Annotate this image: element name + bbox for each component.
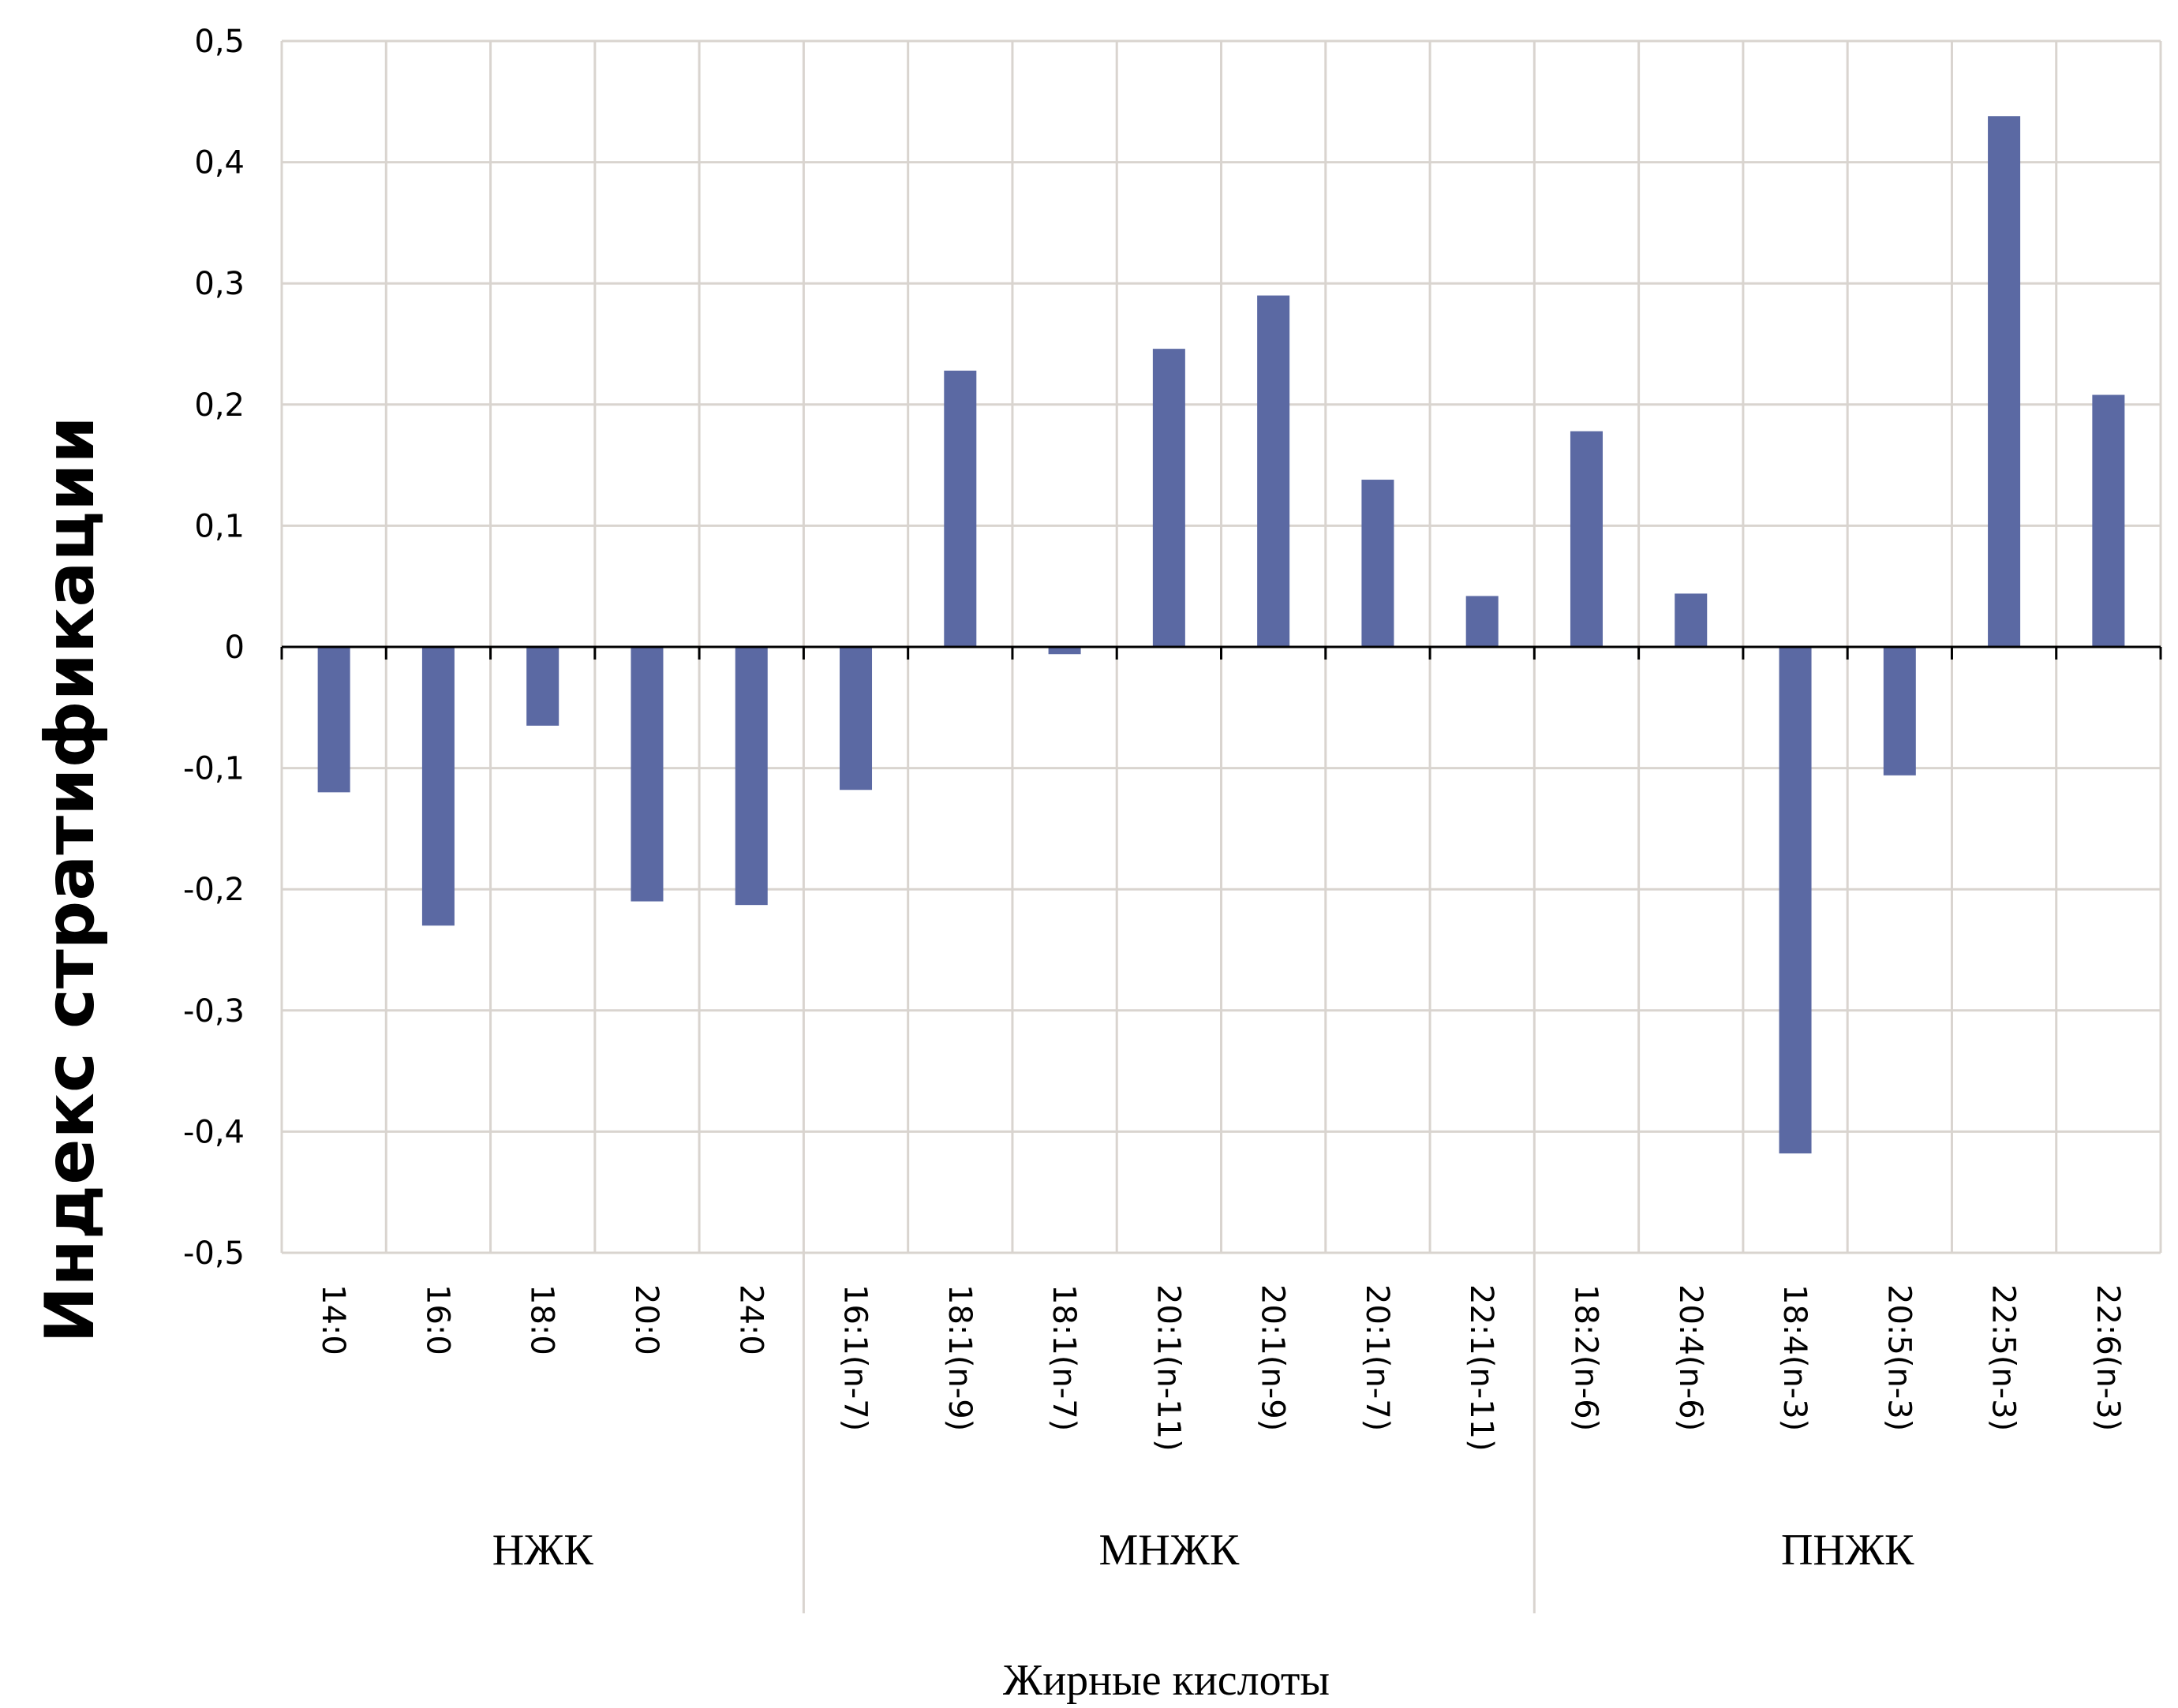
bar [1675, 593, 1708, 647]
x-tick-label: 20:5(n-3) [1880, 1284, 1917, 1431]
bar [1883, 647, 1916, 776]
bar [2092, 394, 2125, 647]
bar [1570, 431, 1603, 647]
bar [1988, 116, 2021, 647]
y-tick-label: -0,5 [183, 1235, 245, 1272]
y-tick-label: -0,1 [183, 751, 245, 787]
bar [317, 647, 350, 793]
y-tick-label: 0,2 [194, 387, 245, 424]
x-tick-label: 20:1(n-9) [1255, 1284, 1291, 1431]
x-tick-label: 14:0 [315, 1284, 351, 1355]
bar [421, 647, 455, 926]
x-tick-label: 20:0 [628, 1284, 664, 1355]
y-tick-label: -0,4 [183, 1114, 245, 1150]
x-tick-labels: 14:0 16:0 18:0 20:0 24:0 16:1(n-7) 18:1(n-9) 18… [315, 1284, 2126, 1452]
bar [1152, 349, 1185, 647]
x-tick-label: 18:1(n-9) [941, 1284, 978, 1431]
bar [631, 647, 664, 902]
x-axis-label: Жирные кислоты [1003, 1656, 1330, 1705]
x-tick-label: 22:1(n-11) [1463, 1284, 1499, 1452]
y-tick-label: 0,3 [194, 266, 245, 302]
x-tick-label: 18:0 [524, 1284, 560, 1355]
x-tick-label: 16:1(n-7) [837, 1284, 874, 1431]
x-tick-label: 20:1(n-11) [1150, 1284, 1186, 1452]
x-tick-label: 24:0 [732, 1284, 769, 1355]
bar [735, 647, 768, 906]
y-axis-label: Индекс стратификации [31, 416, 110, 1343]
category-groups: НЖК МНЖК ПНЖК [492, 1253, 1914, 1613]
x-tick-label: 16:0 [419, 1284, 455, 1355]
x-tick-label: 20:1(n-7) [1359, 1284, 1395, 1431]
group-label: НЖК [492, 1526, 594, 1575]
bars [317, 116, 2125, 1154]
x-tick-label: 18:1(n-7) [1046, 1284, 1082, 1431]
bar [1361, 480, 1394, 647]
x-tick-label: 22:6(n-3) [2090, 1284, 2126, 1431]
bar [1465, 596, 1499, 647]
group-label: ПНЖК [1781, 1526, 1914, 1575]
bar [1048, 647, 1081, 655]
bar [526, 647, 559, 726]
x-tick-label: 22:5(n-3) [1985, 1284, 2022, 1431]
y-tick-label: 0,5 [194, 24, 245, 60]
y-tick-label: -0,3 [183, 993, 245, 1030]
group-label: МНЖК [1098, 1526, 1239, 1575]
y-tick-label: 0,4 [194, 145, 245, 181]
y-tick-labels: 0,5 0,4 0,3 0,2 0,1 0 -0,1 -0,2 -0,3 -0,4 -0,5 [183, 24, 245, 1272]
x-tick-label: 20:4(n-6) [1672, 1284, 1708, 1431]
bar [944, 370, 977, 647]
y-tick-label: 0,1 [194, 508, 245, 544]
y-tick-label: -0,2 [183, 872, 245, 908]
bar [1779, 647, 1812, 1154]
bar [840, 647, 873, 790]
bar [1257, 295, 1290, 647]
zero-axis [280, 645, 2162, 660]
x-tick-label: 18:2(n-6) [1567, 1284, 1604, 1431]
y-tick-label: 0 [225, 630, 245, 666]
x-tick-label: 18:4(n-3) [1776, 1284, 1813, 1431]
